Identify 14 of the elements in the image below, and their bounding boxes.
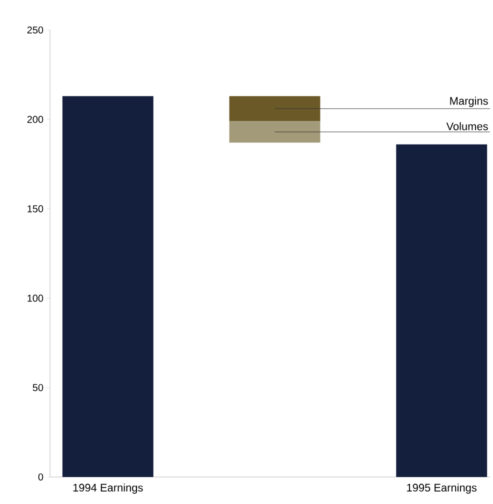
y-tick-label: 50 <box>32 384 44 392</box>
text: Margins <box>450 96 488 107</box>
bar <box>62 96 154 477</box>
bar <box>229 121 320 143</box>
bar <box>229 96 320 122</box>
y-tick-label: 0 <box>38 473 44 481</box>
bar <box>396 144 488 477</box>
x-tick-label: 1995 Earnings <box>407 484 477 494</box>
y-tick-label: 250 <box>27 26 44 34</box>
text: Volumes <box>446 122 488 130</box>
y-tick-label: 200 <box>27 116 44 123</box>
y-tick-label: 100 <box>28 294 44 302</box>
y-tick-label: 150 <box>28 205 44 212</box>
x-tick-label: 1994 Earnings <box>73 484 143 494</box>
